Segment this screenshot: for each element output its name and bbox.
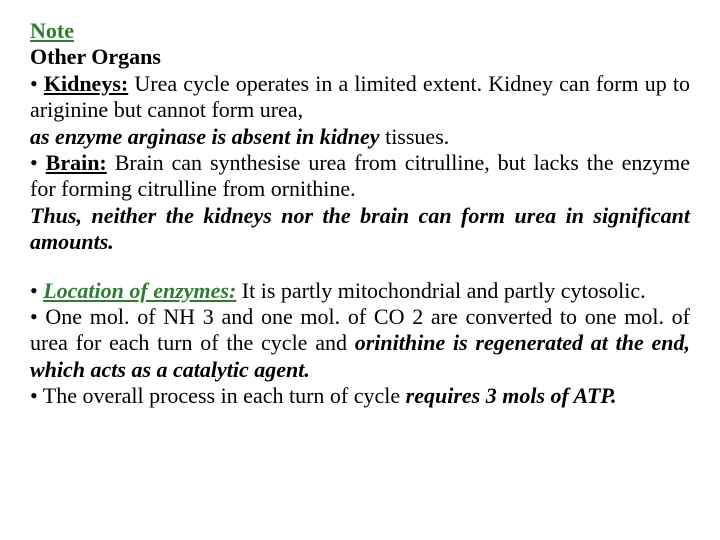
kidneys-emphasis: as enzyme arginase is absent in kidney	[30, 124, 380, 149]
brain-label: Brain:	[46, 150, 107, 175]
kidneys-text-2: tissues.	[380, 124, 450, 149]
other-organs-subtitle: Other Organs	[30, 44, 161, 69]
bullet-3-text: • The overall process in each turn of cy…	[30, 383, 406, 408]
location-enzymes-label: Location of enzymes:	[43, 278, 236, 303]
enzymes-block: • Location of enzymes: It is partly mito…	[30, 278, 690, 410]
kidneys-text-1: Urea cycle operates in a limited extent.…	[30, 71, 690, 122]
slide-container: Note Other Organs • Kidneys: Urea cycle …	[0, 0, 720, 540]
note-block: Note Other Organs • Kidneys: Urea cycle …	[30, 18, 690, 256]
location-enzymes-text: It is partly mitochondrial and partly cy…	[236, 278, 645, 303]
kidneys-label: Kidneys:	[44, 71, 128, 96]
brain-text: Brain can synthesise urea from citrullin…	[30, 150, 690, 201]
note-title: Note	[30, 18, 74, 43]
spacing-gap	[30, 256, 690, 278]
conclusion-text: Thus, neither the kidneys nor the brain …	[30, 203, 690, 254]
bullet-3-emphasis: requires 3 mols of ATP.	[406, 383, 617, 408]
